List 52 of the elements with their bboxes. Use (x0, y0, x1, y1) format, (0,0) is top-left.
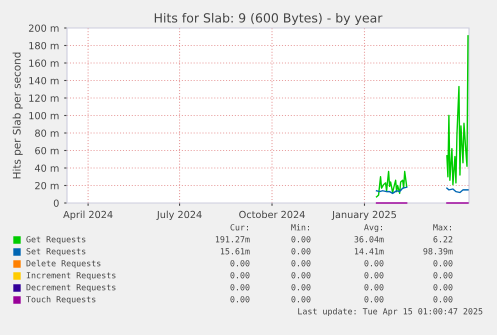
y-tick-label: 120 m (29, 94, 59, 102)
y-tick-label: 80 m (35, 129, 59, 137)
text: 98.39m (423, 248, 453, 254)
text: 0.00 (364, 284, 384, 290)
legend-label: Delete Requests (26, 260, 100, 268)
text: 0.00 (364, 260, 384, 266)
text: 36.04m (354, 236, 384, 242)
text: Max: (433, 224, 451, 230)
x-tick-label: July 2024 (156, 210, 202, 220)
legend-label: Decrement Requests (26, 284, 116, 292)
y-tick-label: 100 m (29, 112, 59, 120)
text: 15.61m (220, 248, 250, 254)
y-tick-label: 40 m (34, 164, 59, 172)
text: 0.00 (291, 236, 310, 242)
text: 0.00 (230, 284, 250, 290)
text: Cur: (230, 224, 248, 230)
text: Min: (291, 224, 309, 230)
text: 191.27m (216, 236, 250, 242)
text: 0.00 (230, 260, 250, 266)
text: 0.00 (291, 272, 310, 278)
text: 0.00 (291, 260, 310, 266)
text: 0.00 (291, 296, 310, 302)
text: Avg: (364, 224, 382, 232)
y-axis-title: Hits per Slab per second (12, 52, 23, 178)
text: 0.00 (433, 296, 452, 302)
text: 0.00 (230, 272, 250, 278)
text: 0.00 (433, 284, 452, 290)
chart-title: Hits for Slab: 9 (600 Bytes) - by year (154, 12, 382, 26)
y-tick-label: 0 (54, 199, 59, 207)
y-tick-label: 160 m (29, 59, 59, 67)
legend-label: Increment Requests (26, 272, 116, 280)
text: 6.22 (433, 236, 452, 242)
text: 0.00 (364, 272, 384, 278)
text: 14.41m (354, 248, 384, 254)
text: 0.00 (291, 284, 310, 290)
y-tick-label: 20 m (35, 182, 59, 190)
x-tick-label: April 2024 (63, 210, 113, 220)
legend-label: Set Requests (26, 248, 86, 256)
text: 0.00 (433, 272, 452, 278)
text: 0.00 (364, 296, 384, 302)
legend-label: Get Requests (26, 236, 86, 244)
x-tick-label: January 2025 (332, 210, 396, 220)
x-tick-label: October 2024 (239, 210, 305, 218)
legend-label: Touch Requests (26, 296, 96, 304)
text: 0.00 (433, 260, 452, 266)
y-tick-label: 60 m (35, 146, 59, 154)
text: Last update: Tue Apr 15 01:00:47 2025 (298, 308, 482, 316)
text: 0.00 (230, 296, 250, 302)
y-tick-label: 140 m (29, 76, 59, 84)
y-tick-label: 200 m (28, 24, 59, 32)
text: 0.00 (291, 248, 310, 254)
y-tick-label: 180 m (29, 42, 59, 50)
